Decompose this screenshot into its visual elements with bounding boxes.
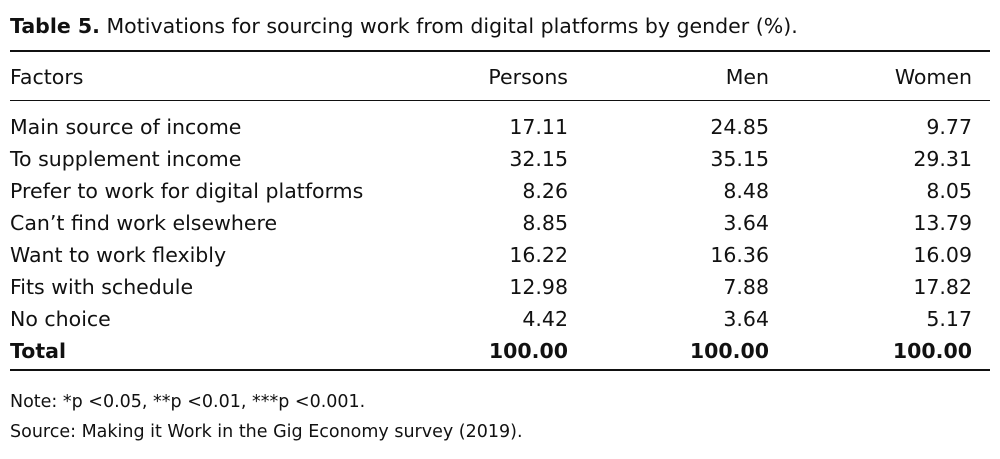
row-women: 13.79 [913,211,972,235]
table-bottom-rule [10,369,990,371]
header-persons: Persons [488,65,568,89]
total-label: Total [10,339,67,363]
total-men: 100.00 [689,339,769,363]
row-women: 17.82 [913,275,972,299]
row-men: 8.48 [723,179,769,203]
table-row: To supplement income 32.15 35.15 29.31 [10,143,974,175]
table-caption-text: Motivations for sourcing work from digit… [106,14,798,38]
total-persons: 100.00 [488,339,568,363]
row-men: 24.85 [710,115,769,139]
row-women: 9.77 [926,115,972,139]
header-women: Women [894,65,972,89]
table-total-row: Total 100.00 100.00 100.00 [10,335,974,367]
row-men: 35.15 [710,147,769,171]
table-header-rule [10,100,990,101]
row-factor: Can’t find work elsewhere [10,211,278,235]
header-factors: Factors [10,65,84,89]
header-men: Men [725,65,769,89]
row-factor: Want to work flexibly [10,243,227,267]
row-men: 16.36 [710,243,769,267]
row-factor: To supplement income [10,147,242,171]
row-factor: Main source of income [10,115,242,139]
row-persons: 8.26 [522,179,568,203]
row-women: 29.31 [913,147,972,171]
row-women: 5.17 [926,307,972,331]
table-caption-label: Table 5. [10,14,100,38]
row-persons: 17.11 [509,115,568,139]
row-men: 3.64 [723,307,769,331]
row-men: 7.88 [723,275,769,299]
table-row: Fits with schedule 12.98 7.88 17.82 [10,271,974,303]
row-factor: Prefer to work for digital platforms [10,179,364,203]
row-persons: 4.42 [522,307,568,331]
table-row: No choice 4.42 3.64 5.17 [10,303,974,335]
table-row: Want to work flexibly 16.22 16.36 16.09 [10,239,974,271]
table-row: Main source of income 17.11 24.85 9.77 [10,111,974,143]
table-row: Prefer to work for digital platforms 8.2… [10,175,974,207]
total-women: 100.00 [892,339,972,363]
row-factor: No choice [10,307,111,331]
row-persons: 12.98 [509,275,568,299]
row-women: 8.05 [926,179,972,203]
row-persons: 8.85 [522,211,568,235]
table-top-rule [10,50,990,52]
table-caption: Table 5. Motivations for sourcing work f… [10,14,798,38]
table-header-row: Factors Persons Men Women [10,61,974,93]
table-source: Source: Making it Work in the Gig Econom… [10,422,523,442]
row-factor: Fits with schedule [10,275,194,299]
row-men: 3.64 [723,211,769,235]
table-note: Note: *p <0.05, **p <0.01, ***p <0.001. [10,392,366,412]
row-persons: 16.22 [509,243,568,267]
table-row: Can’t find work elsewhere 8.85 3.64 13.7… [10,207,974,239]
row-persons: 32.15 [509,147,568,171]
row-women: 16.09 [913,243,972,267]
